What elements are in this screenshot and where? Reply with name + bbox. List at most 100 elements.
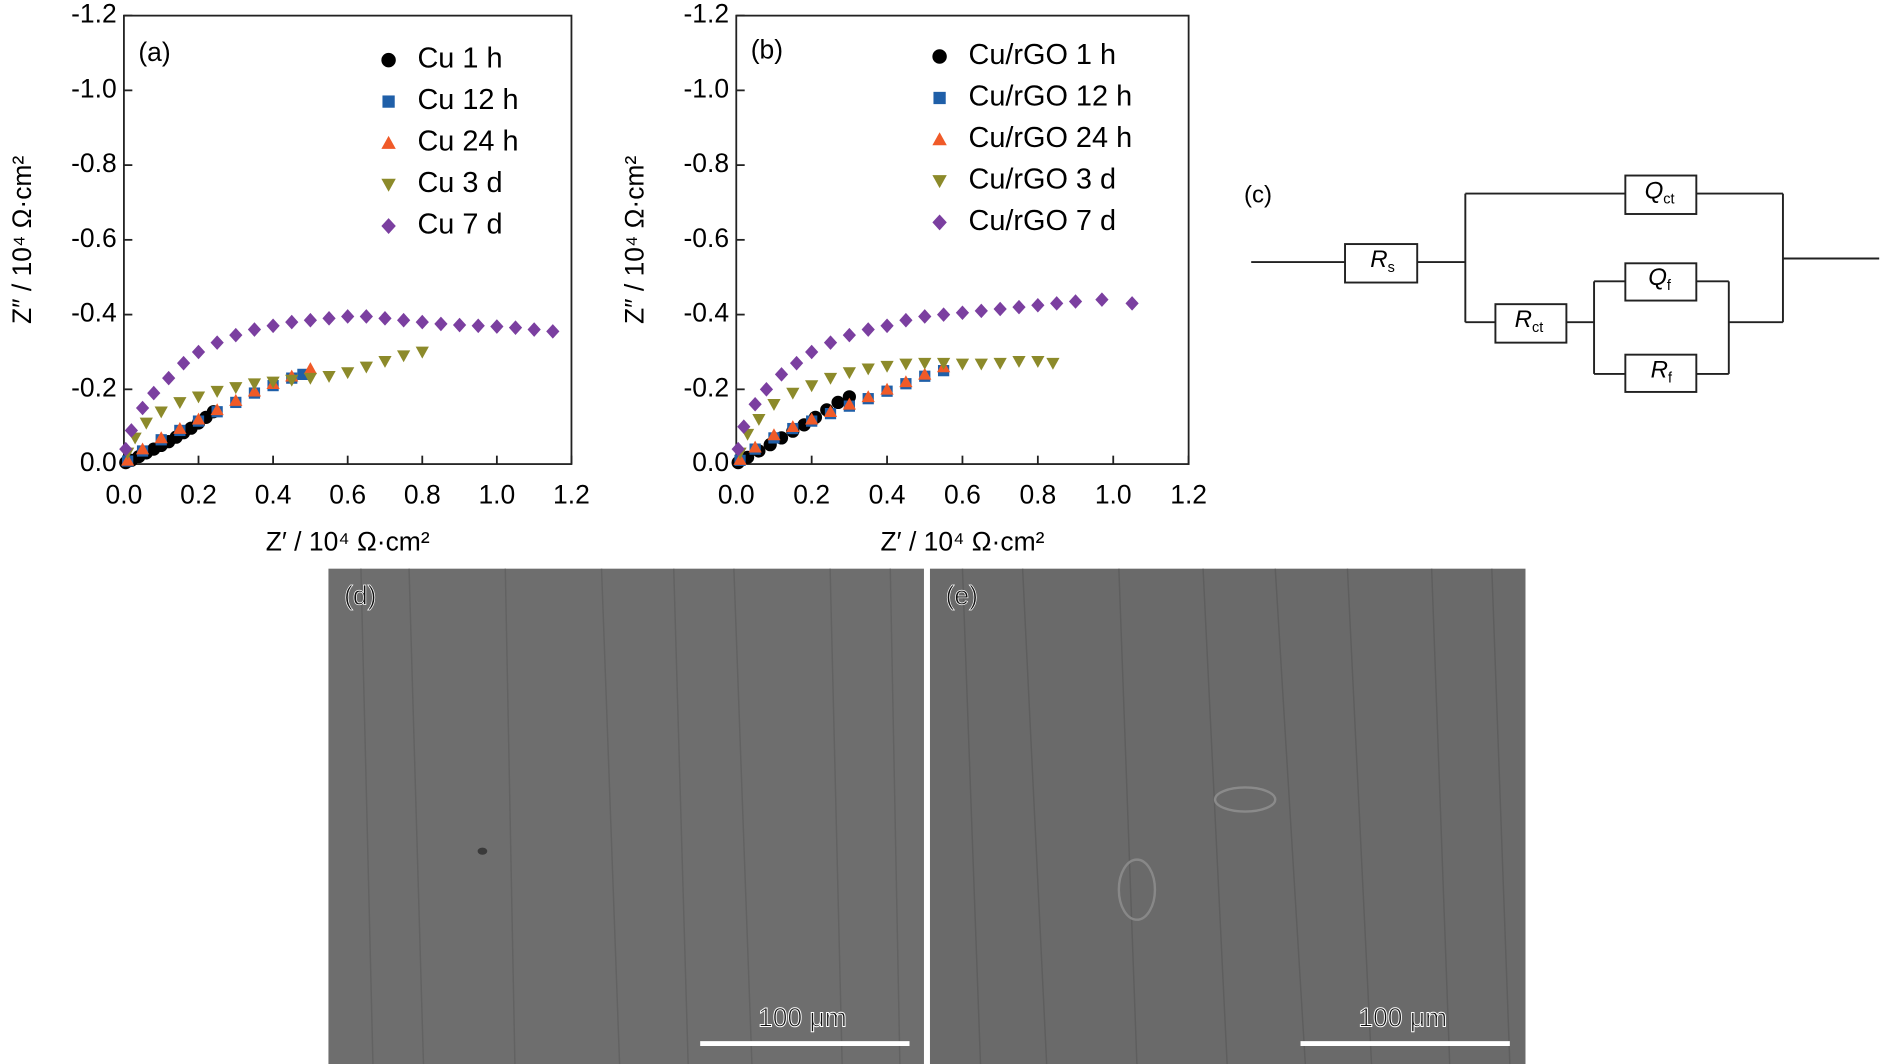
data-point <box>1031 356 1045 368</box>
data-point <box>899 375 913 388</box>
data-point <box>842 327 856 343</box>
x-tick-label: 0.8 <box>1019 480 1056 510</box>
data-point <box>397 350 411 363</box>
texture <box>477 847 488 855</box>
data-point <box>805 412 819 425</box>
data-point <box>918 367 932 380</box>
data-point <box>767 428 781 441</box>
y-tick-label: -1.2 <box>71 0 117 29</box>
x-tick-label: 0.6 <box>329 480 366 510</box>
data-point <box>805 344 819 360</box>
panel-label: (e) <box>946 581 978 611</box>
data-point <box>191 412 206 425</box>
data-point <box>322 311 336 326</box>
data-point <box>861 322 875 337</box>
data-point <box>955 305 970 320</box>
data-point <box>173 397 187 410</box>
data-point <box>266 376 280 389</box>
data-point <box>899 312 913 328</box>
subscript: s <box>1388 260 1395 276</box>
data-point <box>285 314 299 330</box>
y-tick-label: -0.2 <box>683 372 729 402</box>
panel-label: (c) <box>1244 181 1272 208</box>
data-point <box>247 378 262 391</box>
y-tick-label: -1.0 <box>683 73 729 103</box>
image <box>929 568 1526 1064</box>
data-point <box>191 391 206 404</box>
y-tick-label: -0.4 <box>71 298 117 328</box>
legend-label: Cu/rGO 12 h <box>968 81 1132 113</box>
data-point <box>490 319 504 334</box>
y-tick-label: -0.2 <box>71 372 117 402</box>
data-point <box>1050 296 1064 311</box>
x-tick-label: 0.2 <box>793 480 830 510</box>
data-point <box>247 322 262 337</box>
x-tick-label: 0.4 <box>869 480 906 510</box>
data-point <box>1046 357 1060 370</box>
legend-label: Cu 3 d <box>417 167 502 199</box>
data-point <box>842 397 856 410</box>
legend-label: Cu 24 h <box>417 126 518 158</box>
data-point <box>1068 294 1083 309</box>
data-point <box>759 382 774 397</box>
data-point <box>1012 356 1026 368</box>
data-point <box>135 400 150 416</box>
data-point <box>974 303 988 319</box>
data-point <box>154 431 168 444</box>
data-point <box>936 357 951 370</box>
resistor <box>1344 243 1419 284</box>
y-tick-label: 0.0 <box>692 447 729 477</box>
data-point <box>154 406 168 419</box>
sem-image: (d) 100 μm <box>328 568 924 1064</box>
legend-label: Cu/rGO 7 d <box>968 205 1116 237</box>
sem-image: (e) 100 μm <box>929 568 1526 1064</box>
data-point <box>508 320 523 335</box>
x-tick-label: 0.8 <box>404 480 441 510</box>
panel-label: (d) <box>344 581 376 611</box>
data-point <box>1012 299 1026 315</box>
symbol: R <box>1370 246 1387 273</box>
x-tick-label: 0.4 <box>255 480 292 510</box>
symbol: Q <box>1648 264 1667 291</box>
element-label: Rf <box>1651 357 1673 387</box>
data-point <box>993 357 1007 370</box>
legend-label: Cu 12 h <box>417 84 518 116</box>
element-label: Rct <box>1515 306 1544 336</box>
data-point <box>748 397 762 412</box>
subscript: ct <box>1663 191 1674 207</box>
circuit: (c) Rs Qct Rct Qf Rf <box>1244 174 1880 393</box>
data-point <box>415 346 429 359</box>
symbol: R <box>1651 357 1668 384</box>
legend-label: Cu/rGO 3 d <box>968 164 1116 196</box>
data-point <box>880 318 894 334</box>
scale-bar-label: 100 μm <box>1358 1003 1447 1033</box>
x-tick-label: 1.2 <box>553 480 590 510</box>
data-point <box>415 314 429 330</box>
legend-marker <box>932 132 947 146</box>
data-point <box>341 309 355 324</box>
data-point <box>135 442 150 455</box>
data-point <box>918 309 932 324</box>
data-point <box>1031 297 1045 313</box>
resistor <box>1494 303 1568 344</box>
data-point <box>842 390 856 404</box>
y-tick-label: -0.8 <box>71 148 117 178</box>
data-point <box>774 367 789 382</box>
x-tick-label: 1.2 <box>1170 480 1207 510</box>
chart: 0.0 0.2 0.4 0.6 0.8 1.0 1.2 0.0 -0.2 -0.4 -0.6 -0.8… <box>619 0 1207 556</box>
y-axis-label: Z″ / 10⁴ Ω·cm² <box>7 156 37 324</box>
panel-label: (a) <box>138 37 170 67</box>
y-axis-label: Z″ / 10⁴ Ω·cm² <box>619 156 649 324</box>
data-point <box>861 390 875 403</box>
data-point <box>880 360 894 373</box>
data-point <box>1095 292 1109 307</box>
data-point <box>285 374 299 387</box>
data-point <box>229 393 243 406</box>
data-point <box>303 372 318 385</box>
data-point <box>974 358 988 371</box>
x-axis-label: Z′ / 10⁴ Ω·cm² <box>266 526 430 556</box>
data-point <box>823 405 838 418</box>
x-tick-label: 1.0 <box>1095 480 1132 510</box>
x-tick-label: 0.0 <box>718 480 755 510</box>
data-point <box>229 327 243 343</box>
